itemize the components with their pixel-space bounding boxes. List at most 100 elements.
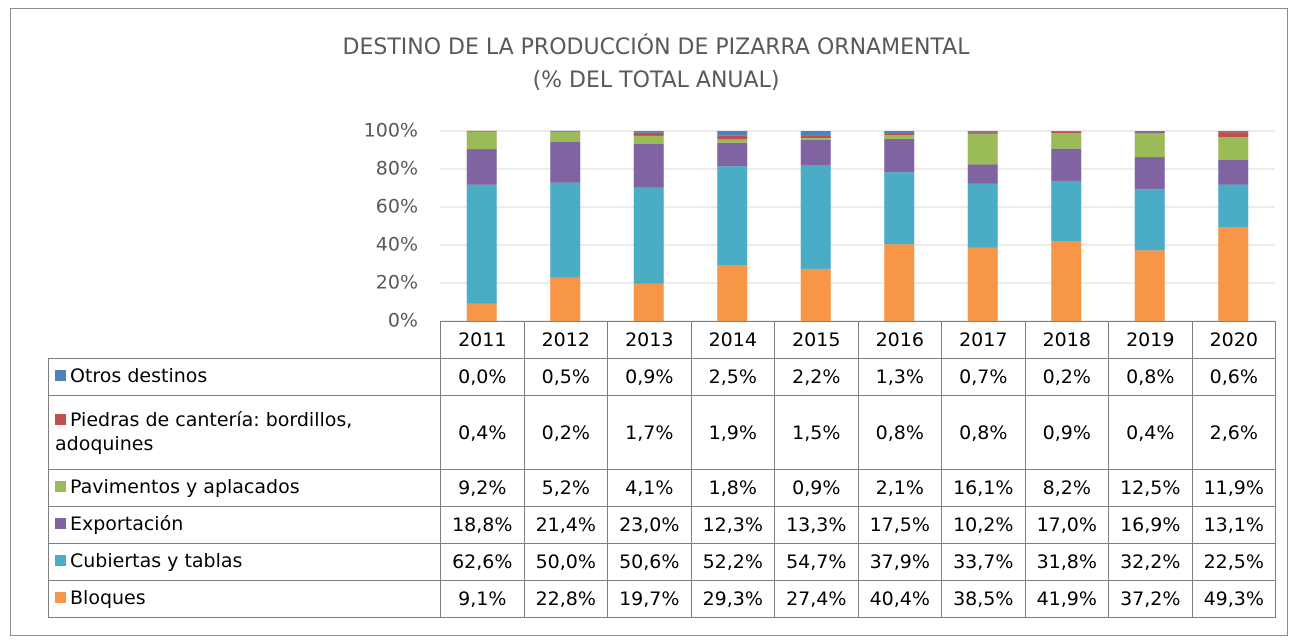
- value-cell: 0,5%: [523, 358, 608, 396]
- x-tick-label: 2019: [1108, 321, 1193, 359]
- value-cell: 0,8%: [941, 395, 1026, 470]
- bar-segment: [1051, 131, 1082, 134]
- value-cell: 2,1%: [857, 469, 942, 507]
- bar-segment: [884, 138, 915, 173]
- value-cell: 9,2%: [440, 469, 525, 507]
- bar-segment: [466, 184, 497, 304]
- legend-cell: Cubiertas y tablas: [48, 543, 441, 581]
- value-cell: 40,4%: [857, 580, 942, 618]
- bar-segment: [800, 131, 831, 136]
- bar-segment: [884, 133, 915, 135]
- bar-segment: [1051, 180, 1082, 242]
- value-cell: 9,1%: [440, 580, 525, 618]
- bar-segment: [717, 131, 748, 136]
- legend-cell: Otros destinos: [48, 358, 441, 396]
- bar-segment: [1134, 131, 1165, 133]
- bar-segment: [466, 131, 497, 150]
- y-tick-label: 40%: [376, 234, 418, 256]
- x-tick-label: 2017: [941, 321, 1026, 359]
- table-row: Otros destinos 0,0% 0,5% 0,9% 2,5% 2,2% 1,3% 0,…: [48, 358, 1276, 396]
- y-tick-label: 20%: [376, 272, 418, 294]
- bar-segment: [1218, 159, 1249, 185]
- x-tick-label: 2018: [1024, 321, 1109, 359]
- bar-segment: [550, 132, 581, 143]
- value-cell: 27,4%: [774, 580, 859, 618]
- bar-segment: [1134, 189, 1165, 251]
- value-cell: 18,8%: [440, 506, 525, 544]
- bar-segment: [1218, 137, 1249, 160]
- value-cell: 0,4%: [1108, 395, 1193, 470]
- bar-segment: [1218, 131, 1249, 133]
- value-cell: 32,2%: [1108, 543, 1193, 581]
- bar-segment: [633, 131, 664, 133]
- bar-segment: [884, 131, 915, 134]
- bar-segment: [967, 131, 998, 133]
- value-cell: 0,8%: [857, 395, 942, 470]
- legend-key: [55, 370, 66, 382]
- value-cell: 0,9%: [1024, 395, 1109, 470]
- x-tick-label: 2013: [607, 321, 692, 359]
- value-cell: 0,4%: [440, 395, 525, 470]
- legend-cell: Bloques: [48, 580, 441, 618]
- x-tick-label: 2020: [1191, 321, 1276, 359]
- value-cell: 50,6%: [607, 543, 692, 581]
- y-tick-label: 100%: [364, 120, 418, 142]
- bar-segment: [967, 132, 998, 134]
- chart-frame: [10, 8, 1288, 636]
- bar-segment: [884, 244, 915, 321]
- value-cell: 49,3%: [1191, 580, 1276, 618]
- legend-key: [55, 413, 66, 425]
- bar-segment: [800, 268, 831, 321]
- value-cell: 22,8%: [523, 580, 608, 618]
- value-cell: 16,9%: [1108, 506, 1193, 544]
- value-cell: 0,8%: [1108, 358, 1193, 396]
- value-cell: 0,0%: [440, 358, 525, 396]
- bar-segment: [884, 134, 915, 139]
- legend-cell: Piedras de cantería: bordillos, adoquine…: [48, 395, 441, 470]
- legend-key: [55, 481, 66, 493]
- value-cell: 4,1%: [607, 469, 692, 507]
- bar-segment: [800, 138, 831, 140]
- value-cell: 17,5%: [857, 506, 942, 544]
- value-cell: 29,3%: [690, 580, 775, 618]
- bar-segment: [967, 164, 998, 184]
- value-cell: 2,6%: [1191, 395, 1276, 470]
- bar-segment: [800, 165, 831, 269]
- value-cell: 2,5%: [690, 358, 775, 396]
- legend-label: Otros destinos: [70, 365, 208, 388]
- bar-segment: [550, 182, 581, 278]
- value-cell: 41,9%: [1024, 580, 1109, 618]
- bar-segment: [800, 135, 831, 139]
- value-cell: 23,0%: [607, 506, 692, 544]
- table-row: Bloques 9,1% 22,8% 19,7% 29,3% 27,4% 40,4% 38,5…: [48, 580, 1276, 618]
- value-cell: 0,2%: [523, 395, 608, 470]
- x-tick-label: 2016: [857, 321, 942, 359]
- legend-cell: Exportación: [48, 506, 441, 544]
- legend-label: Exportación: [70, 513, 184, 536]
- bar-segment: [550, 277, 581, 321]
- legend-label: Bloques: [70, 587, 146, 610]
- chart-subtitle: (% DEL TOTAL ANUAL): [533, 68, 780, 93]
- header-row: 2011 2012 2013 2014 2015 2016 2017 2018 2019 2020: [49, 321, 1276, 359]
- chart-title: DESTINO DE LA PRODUCCIÓN DE PIZARRA ORNA…: [343, 34, 971, 60]
- bar-segment: [1218, 227, 1249, 321]
- value-cell: 37,2%: [1108, 580, 1193, 618]
- legend-cell: Pavimentos y aplacados: [48, 469, 441, 507]
- bar-segment: [717, 139, 748, 143]
- legend-label: Piedras de cantería: bordillos, adoquine…: [55, 408, 353, 455]
- y-tick-label: 80%: [376, 158, 418, 180]
- x-tick-label: 2011: [440, 321, 525, 359]
- value-cell: 1,8%: [690, 469, 775, 507]
- bar-segment: [1134, 250, 1165, 321]
- value-cell: 0,7%: [941, 358, 1026, 396]
- value-cell: 54,7%: [774, 543, 859, 581]
- bar-segment: [633, 135, 664, 144]
- value-cell: 62,6%: [440, 543, 525, 581]
- bar-segment: [1134, 132, 1165, 134]
- value-cell: 0,6%: [1191, 358, 1276, 396]
- bar-segment: [1218, 184, 1249, 228]
- y-tick-label: 0%: [388, 310, 418, 332]
- legend-key: [55, 592, 66, 604]
